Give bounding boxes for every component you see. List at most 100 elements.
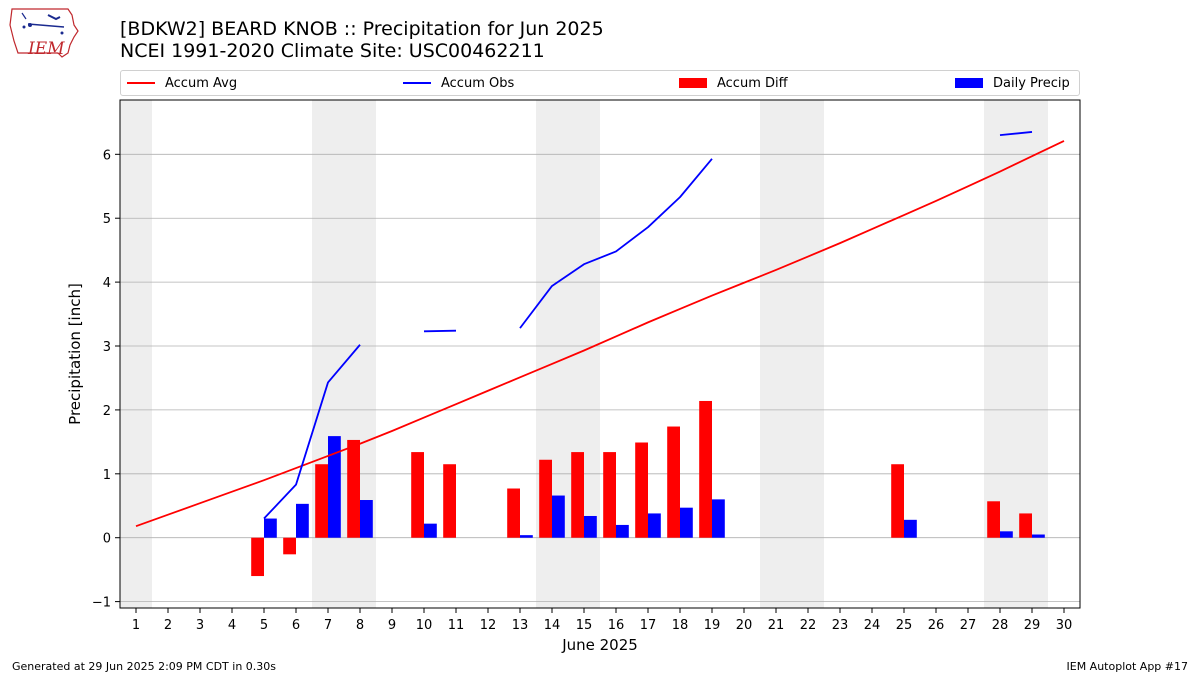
x-tick-label: 6 [292, 618, 300, 633]
accum-obs-line [263, 344, 361, 520]
footer-generated: Generated at 29 Jun 2025 2:09 PM CDT in … [12, 660, 277, 673]
accum-diff-bar [251, 537, 264, 577]
daily-precip-bar [904, 519, 917, 538]
accum-diff-bar [571, 452, 584, 538]
x-tick-label: 13 [512, 618, 529, 633]
legend-label-daily-precip: Daily Precip [993, 75, 1070, 91]
x-tick-label: 8 [356, 618, 364, 633]
accum-diff-bar [411, 452, 424, 538]
daily-precip-bar [552, 495, 565, 538]
x-tick-label: 3 [196, 618, 204, 633]
daily-precip-bar [584, 515, 597, 538]
daily-precip-bar [328, 436, 341, 538]
x-tick-label: 18 [672, 618, 689, 633]
y-tick-label: 3 [103, 340, 111, 355]
y-axis-label: Precipitation [inch] [66, 283, 84, 425]
daily-precip-bar [296, 503, 309, 538]
chart-title: [BDKW2] BEARD KNOB :: Precipitation for … [120, 18, 604, 40]
accum-diff-bar [1019, 513, 1032, 538]
x-tick-label: 10 [416, 618, 433, 633]
accum-obs-line [999, 131, 1033, 137]
daily-precip-bar [1000, 531, 1013, 538]
y-tick-label: 2 [103, 404, 111, 419]
accum-diff-bar [443, 464, 456, 538]
plot-frame [119, 99, 1081, 609]
legend-item-accum-diff: Accum Diff [679, 71, 788, 95]
y-tick-label: 0 [103, 532, 111, 547]
accum-diff-bar [987, 501, 1000, 538]
accum-diff-bar [283, 537, 296, 555]
x-tick-label: 21 [768, 618, 785, 633]
legend-swatch-accum-diff [679, 78, 707, 88]
x-tick-label: 5 [260, 618, 268, 633]
daily-precip-bar [1032, 534, 1045, 538]
x-tick-label: 16 [608, 618, 625, 633]
daily-precip-bar [616, 524, 629, 538]
y-tick-label: 6 [103, 148, 111, 163]
daily-precip-bar [360, 500, 373, 538]
daily-precip-bar [680, 507, 693, 538]
accum-diff-bar [539, 459, 552, 538]
weekend-shade [792, 100, 824, 608]
y-tick-label: 1 [103, 468, 111, 483]
daily-precip-bar [520, 535, 533, 538]
x-tick-label: 1 [132, 618, 140, 633]
x-tick-label: 30 [1056, 618, 1073, 633]
x-tick-label: 9 [388, 618, 396, 633]
accum-diff-bar [507, 488, 520, 538]
x-tick-label: 22 [800, 618, 817, 633]
x-tick-label: 11 [448, 618, 465, 633]
legend-swatch-accum-avg [127, 82, 155, 84]
accum-diff-bar [891, 464, 904, 538]
legend-item-accum-avg: Accum Avg [127, 71, 237, 95]
iem-logo: IEM [8, 5, 82, 59]
weekend-shade [120, 100, 152, 608]
daily-precip-bar [424, 523, 437, 538]
legend-label-accum-avg: Accum Avg [165, 75, 238, 91]
weekend-shade [760, 100, 792, 608]
x-tick-label: 12 [480, 618, 497, 633]
legend-item-daily-precip: Daily Precip [955, 71, 1070, 95]
y-tick-label: −1 [92, 596, 111, 611]
x-tick-label: 14 [544, 618, 561, 633]
accum-obs-line [423, 329, 457, 333]
x-tick-label: 7 [324, 618, 332, 633]
x-tick-label: 20 [736, 618, 753, 633]
x-tick-label: 4 [228, 618, 236, 633]
x-tick-label: 29 [1024, 618, 1041, 633]
y-tick-label: 5 [103, 212, 111, 227]
daily-precip-bar [712, 499, 725, 538]
x-tick-label: 26 [928, 618, 945, 633]
legend-label-accum-obs: Accum Obs [441, 75, 515, 91]
accum-diff-bar [603, 452, 616, 538]
x-axis-label: June 2025 [561, 636, 638, 654]
x-tick-label: 25 [896, 618, 913, 633]
legend-item-accum-obs: Accum Obs [403, 71, 514, 95]
legend-swatch-accum-obs [403, 82, 431, 84]
accum-diff-bar [347, 439, 360, 538]
x-tick-label: 19 [704, 618, 721, 633]
logo-text: IEM [28, 39, 65, 59]
daily-precip-bar [648, 513, 661, 538]
accum-diff-bar [635, 442, 648, 538]
x-tick-label: 28 [992, 618, 1009, 633]
legend-label-accum-diff: Accum Diff [717, 75, 788, 91]
legend-swatch-daily-precip [955, 78, 983, 88]
chart-subtitle: NCEI 1991-2020 Climate Site: USC00462211 [120, 40, 545, 62]
x-tick-label: 24 [864, 618, 881, 633]
accum-diff-bar [315, 464, 328, 538]
footer-app-id: IEM Autoplot App #17 [1066, 660, 1189, 673]
accum-obs-line [519, 158, 713, 329]
iowa-map-icon [9, 8, 79, 58]
daily-precip-bar [264, 518, 277, 538]
chart-legend: Accum Avg Accum Obs Accum Diff Daily Pre… [120, 70, 1080, 96]
x-tick-label: 17 [640, 618, 657, 633]
accum-diff-bar [699, 400, 712, 538]
accum-diff-bar [667, 426, 680, 538]
x-tick-label: 23 [832, 618, 849, 633]
x-tick-label: 2 [164, 618, 172, 633]
y-tick-label: 4 [103, 276, 111, 291]
x-tick-label: 27 [960, 618, 977, 633]
accum-avg-line [135, 140, 1065, 528]
